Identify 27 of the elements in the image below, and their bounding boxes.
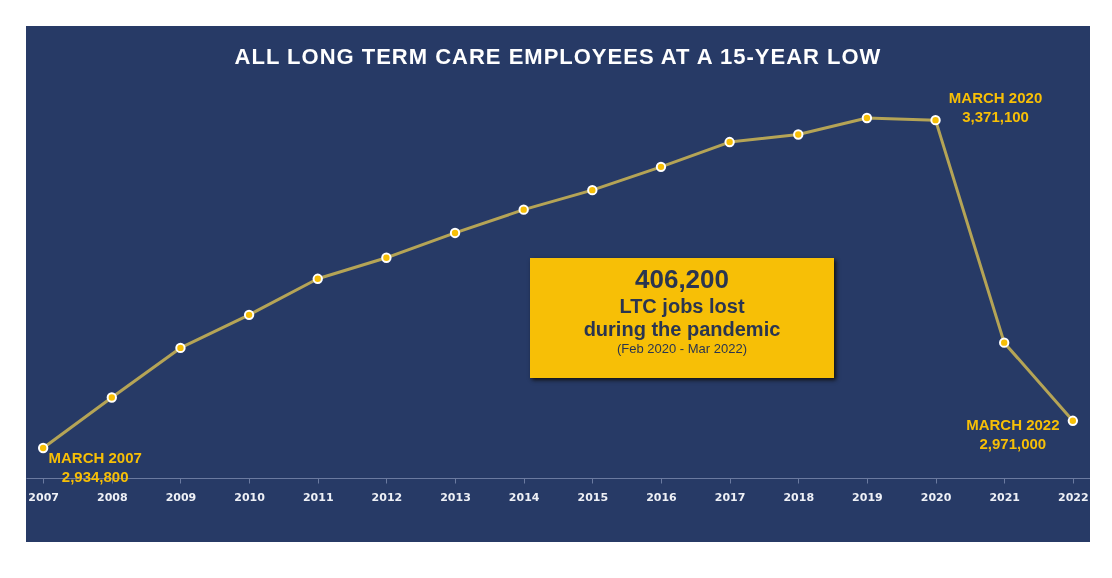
- x-tick-label: 2011: [302, 490, 334, 504]
- annotation: 406,200: [634, 264, 730, 295]
- data-label: 3,371,100: [962, 108, 1029, 126]
- x-tick-label: 2013: [440, 490, 471, 504]
- x-tick-label: 2014: [508, 490, 540, 504]
- annotation: MARCH 2007: [48, 449, 142, 466]
- annotation: LTC jobs lost: [618, 295, 746, 318]
- x-tick-label: 2022: [1058, 490, 1089, 504]
- x-tick-label: 2017: [714, 490, 746, 504]
- annotation: MARCH 2020: [948, 89, 1043, 107]
- annotation: MARCH 2022: [966, 415, 1060, 433]
- x-tick-label: 2018: [783, 490, 815, 504]
- annotation: (Feb 2020 - Mar 2022): [615, 341, 749, 356]
- chart-title: ALL LONG TERM CARE EMPLOYEES AT A 15-YEAR LOW: [233, 44, 883, 70]
- x-tick-label: 2007: [28, 490, 59, 504]
- x-tick-label: 2010: [234, 490, 266, 504]
- x-tick-label: 2020: [920, 490, 952, 504]
- data-label: 2,934,800: [61, 468, 129, 485]
- x-tick-label: 2008: [96, 490, 128, 504]
- x-tick-label: 2015: [577, 490, 609, 504]
- annotation: during the pandemic: [582, 318, 782, 341]
- x-tick-label: 2009: [165, 490, 197, 504]
- x-tick-label: 2021: [989, 490, 1021, 504]
- x-tick-label: 2016: [646, 490, 678, 504]
- x-tick-label: 2019: [852, 490, 883, 504]
- x-tick-label: 2012: [371, 490, 403, 504]
- data-label: 2,971,000: [979, 434, 1047, 452]
